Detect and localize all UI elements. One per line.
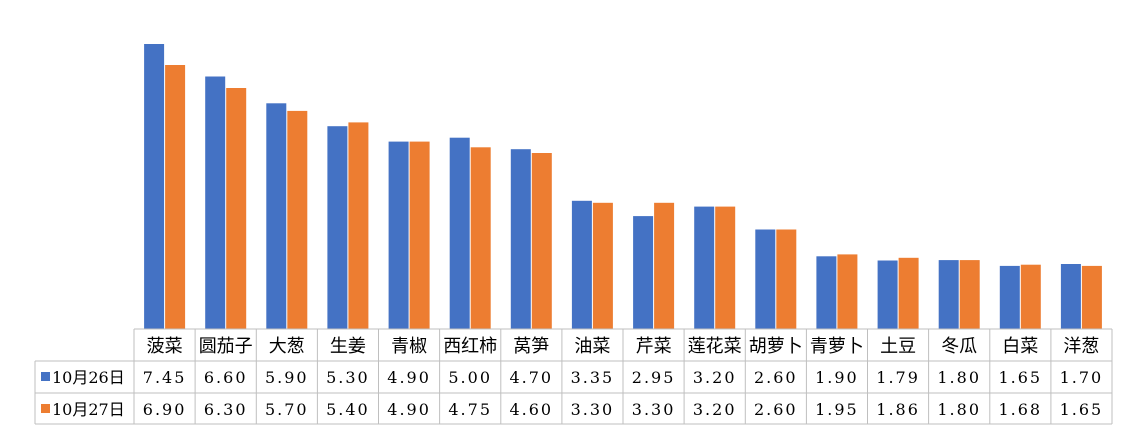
bar-1-2 <box>205 76 226 329</box>
bar-1-12 <box>816 256 837 329</box>
bar-2-3 <box>287 110 308 330</box>
bar-1-3 <box>266 103 287 329</box>
bar-1-4 <box>327 126 348 329</box>
bar-1-5 <box>388 141 409 329</box>
category-label-7: 莴笋 <box>513 336 549 357</box>
value-label-1-15: 1.65 <box>998 368 1042 387</box>
bar-1-1 <box>144 44 165 329</box>
value-label-2-1: 6.90 <box>143 400 187 419</box>
value-label-1-1: 7.45 <box>143 368 187 387</box>
bar-1-16 <box>1060 264 1081 329</box>
value-label-2-8: 3.30 <box>571 400 615 419</box>
value-label-2-9: 3.30 <box>632 400 676 419</box>
category-label-5: 青椒 <box>391 336 427 357</box>
value-label-2-5: 4.90 <box>387 400 431 419</box>
value-label-2-16: 1.65 <box>1060 400 1104 419</box>
value-label-1-2: 6.60 <box>204 368 248 387</box>
bar-2-6 <box>470 147 491 329</box>
value-label-2-2: 6.30 <box>204 400 248 419</box>
value-label-2-15: 1.68 <box>998 400 1042 419</box>
bar-1-14 <box>938 260 959 329</box>
bar-2-13 <box>898 257 919 329</box>
bar-1-6 <box>449 137 470 329</box>
category-label-6: 西红柿 <box>443 336 497 357</box>
category-label-15: 白菜 <box>1002 336 1038 357</box>
value-label-2-4: 5.40 <box>326 400 370 419</box>
legend-swatch-2 <box>41 404 50 413</box>
value-label-1-4: 5.30 <box>326 368 370 387</box>
legend-swatch-1 <box>41 372 50 381</box>
value-label-1-7: 4.70 <box>509 368 553 387</box>
bar-1-7 <box>510 149 531 329</box>
bars-group <box>144 44 1102 330</box>
category-label-2: 圆茄子 <box>199 336 253 357</box>
value-label-1-3: 5.90 <box>265 368 309 387</box>
value-label-1-11: 2.60 <box>754 368 798 387</box>
bar-2-14 <box>959 260 980 329</box>
value-label-1-13: 1.79 <box>876 368 920 387</box>
value-label-1-16: 1.70 <box>1060 368 1104 387</box>
category-label-12: 青萝卜 <box>810 336 864 357</box>
bar-2-7 <box>531 153 552 329</box>
value-label-2-3: 5.70 <box>265 400 309 419</box>
value-label-2-6: 4.75 <box>448 400 492 419</box>
category-label-14: 冬瓜 <box>941 336 977 357</box>
value-label-1-14: 1.80 <box>937 368 981 387</box>
legend-label-2: 10月27日 <box>52 400 125 419</box>
bar-2-15 <box>1020 264 1041 329</box>
value-label-1-6: 5.00 <box>448 368 492 387</box>
legend-label-1: 10月26日 <box>52 368 125 387</box>
category-label-13: 土豆 <box>880 336 916 357</box>
category-label-4: 生姜 <box>330 336 366 357</box>
value-label-1-12: 1.90 <box>815 368 859 387</box>
category-label-16: 洋葱 <box>1063 336 1099 357</box>
bar-2-16 <box>1081 265 1102 329</box>
bar-2-8 <box>592 202 613 329</box>
bar-2-9 <box>654 202 675 329</box>
bar-1-8 <box>571 200 592 329</box>
bar-1-9 <box>633 216 654 329</box>
bar-2-2 <box>226 88 247 329</box>
bar-1-10 <box>694 206 715 329</box>
bar-1-15 <box>999 265 1020 329</box>
value-label-2-12: 1.95 <box>815 400 859 419</box>
category-label-8: 油菜 <box>574 336 610 357</box>
bar-2-1 <box>165 65 186 329</box>
category-label-11: 胡萝卜 <box>749 336 803 357</box>
data-table: 菠菜 圆茄子 大葱 生姜 青椒 西红柿 莴笋 油菜 芹菜 莲花菜 胡萝卜 青萝卜 土豆 冬瓜 白菜 洋葱 10月… <box>34 328 1113 425</box>
value-label-2-10: 3.20 <box>693 400 737 419</box>
bar-2-12 <box>837 254 858 329</box>
category-label-10: 莲花菜 <box>688 336 742 357</box>
bar-2-4 <box>348 122 369 330</box>
category-label-1: 菠菜 <box>147 336 183 357</box>
value-label-1-5: 4.90 <box>387 368 431 387</box>
value-label-2-14: 1.80 <box>937 400 981 419</box>
bar-2-5 <box>409 141 430 329</box>
value-label-1-8: 3.35 <box>571 368 615 387</box>
bar-1-11 <box>755 229 776 329</box>
value-label-2-7: 4.60 <box>509 400 553 419</box>
value-label-2-13: 1.86 <box>876 400 920 419</box>
bar-2-11 <box>776 229 797 329</box>
bar-2-10 <box>715 206 736 329</box>
value-label-1-9: 2.95 <box>632 368 676 387</box>
category-label-9: 芹菜 <box>636 336 672 357</box>
value-label-1-10: 3.20 <box>693 368 737 387</box>
bar-1-13 <box>877 260 898 329</box>
value-label-2-11: 2.60 <box>754 400 798 419</box>
category-label-3: 大葱 <box>269 336 305 357</box>
